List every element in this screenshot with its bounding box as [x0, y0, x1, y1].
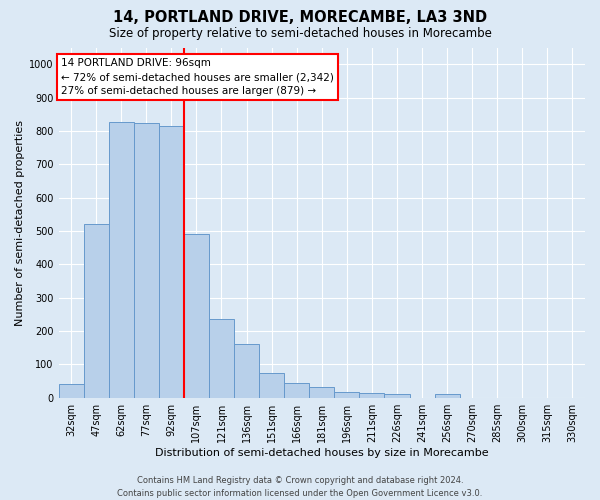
- Bar: [359, 394, 385, 398]
- Bar: [234, 344, 259, 398]
- Bar: [385, 394, 410, 398]
- Bar: [309, 387, 334, 398]
- Bar: [209, 320, 234, 398]
- Text: 14, PORTLAND DRIVE, MORECAMBE, LA3 3ND: 14, PORTLAND DRIVE, MORECAMBE, LA3 3ND: [113, 10, 487, 25]
- X-axis label: Distribution of semi-detached houses by size in Morecambe: Distribution of semi-detached houses by …: [155, 448, 488, 458]
- Bar: [83, 224, 109, 398]
- Y-axis label: Number of semi-detached properties: Number of semi-detached properties: [15, 120, 25, 326]
- Bar: [284, 382, 309, 398]
- Text: Size of property relative to semi-detached houses in Morecambe: Size of property relative to semi-detach…: [109, 28, 491, 40]
- Bar: [159, 126, 184, 398]
- Bar: [334, 392, 359, 398]
- Bar: [259, 372, 284, 398]
- Bar: [434, 394, 460, 398]
- Bar: [109, 122, 134, 398]
- Text: 14 PORTLAND DRIVE: 96sqm
← 72% of semi-detached houses are smaller (2,342)
27% o: 14 PORTLAND DRIVE: 96sqm ← 72% of semi-d…: [61, 58, 334, 96]
- Bar: [184, 234, 209, 398]
- Bar: [134, 122, 159, 398]
- Text: Contains HM Land Registry data © Crown copyright and database right 2024.
Contai: Contains HM Land Registry data © Crown c…: [118, 476, 482, 498]
- Bar: [59, 384, 83, 398]
